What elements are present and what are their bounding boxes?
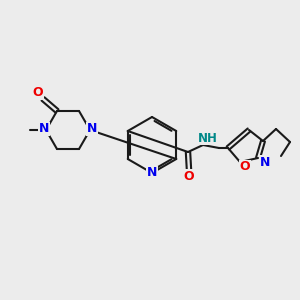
Text: N: N [147, 167, 157, 179]
Text: N: N [260, 155, 270, 169]
Text: N: N [87, 122, 97, 136]
Text: O: O [240, 160, 250, 173]
Text: N: N [39, 122, 49, 136]
Text: O: O [184, 169, 194, 182]
Text: O: O [33, 86, 43, 99]
Text: NH: NH [198, 131, 218, 145]
